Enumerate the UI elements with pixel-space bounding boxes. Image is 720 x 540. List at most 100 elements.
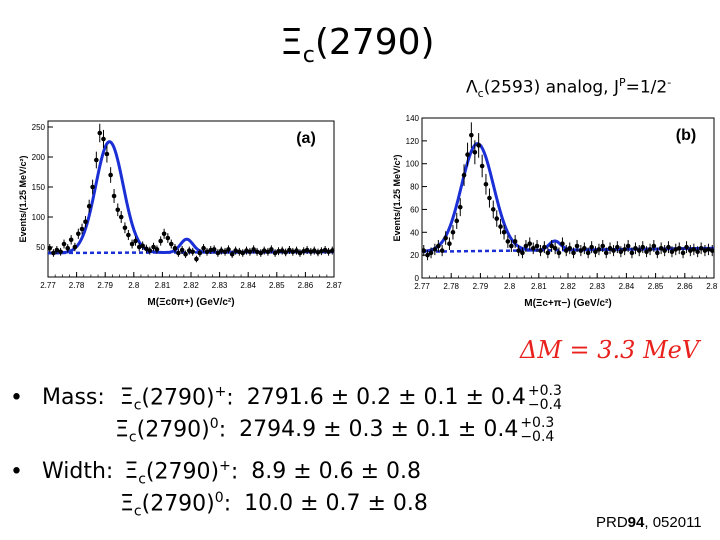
data-point: [176, 250, 181, 256]
data-point: [129, 241, 135, 247]
data-point: [86, 203, 92, 209]
data-point: [673, 247, 679, 252]
data-point: [476, 143, 481, 148]
data-point: [83, 219, 88, 225]
xi-symbol: Ξ: [120, 491, 134, 517]
data-point: [567, 245, 573, 251]
data-point: [618, 249, 624, 255]
width-label: Width:: [41, 459, 114, 485]
data-point: [538, 248, 543, 253]
chart-a: 2.77 2.78 2.79 2.8 2.81 2.82 2.83 2.84 2.85 2.86 2…: [4, 115, 344, 330]
data-point: [600, 243, 606, 249]
data-point: [669, 249, 675, 255]
plot-frame: [421, 117, 715, 279]
x-tick-label: 2.85: [269, 281, 285, 290]
data-point: [578, 248, 584, 253]
data-point: [329, 248, 335, 253]
fit-curve: [47, 140, 334, 255]
data-point: [283, 250, 288, 255]
data-point: [158, 238, 163, 244]
data-point: [574, 243, 580, 249]
data-point: [118, 214, 124, 220]
data-point: [179, 247, 185, 253]
y-tick-label: 40: [410, 228, 419, 237]
data-point: [247, 249, 253, 255]
data-point: [596, 247, 602, 252]
page-subtitle: Λc(2593) analog, JP=1/2-: [466, 76, 672, 101]
x-tick-label: 2.85: [648, 282, 664, 291]
data-point: [636, 248, 642, 253]
data-point: [79, 226, 85, 232]
y-tick-label: 100: [406, 160, 420, 169]
data-point: [589, 244, 594, 250]
width-plus-row: • Width: Ξc(2790)+: 8.9 ± 0.6 ± 0.8: [10, 458, 421, 488]
data-point: [294, 248, 299, 253]
data-point: [552, 245, 558, 251]
data-point: [472, 149, 478, 155]
data-point: [640, 244, 646, 250]
data-point: [215, 250, 221, 256]
data-point: [469, 132, 474, 138]
data-point: [702, 248, 708, 253]
data-point: [582, 245, 587, 251]
y-tick-label: 250: [32, 123, 46, 132]
data-point: [201, 245, 206, 251]
xi-symbol: Ξ: [115, 417, 129, 443]
y-axis-label: Events/(1.25 MeV/c²): [392, 154, 402, 241]
charge: 0: [214, 490, 224, 506]
data-point: [90, 184, 95, 190]
data-point: [530, 245, 536, 251]
x-tick-label: 2.77: [40, 281, 56, 290]
data-point: [219, 248, 224, 253]
data-point: [101, 136, 106, 142]
data-point: [625, 243, 631, 249]
data-point: [534, 243, 540, 249]
data-point: [425, 252, 430, 258]
x-tick-label: 2.78: [443, 282, 459, 291]
x-tick-label: 2.84: [619, 282, 635, 291]
y-tick-label: 100: [32, 213, 46, 222]
colon: :: [223, 491, 232, 517]
x-tick-label: 2.8: [128, 281, 140, 290]
data-point: [622, 247, 627, 252]
data-point: [194, 256, 199, 262]
data-point: [439, 248, 445, 253]
y-tick-label: 0: [415, 274, 420, 283]
data-point: [272, 250, 278, 256]
data-point: [494, 216, 500, 221]
data-point: [168, 241, 174, 247]
particle-name: (2790): [141, 491, 215, 517]
data-point: [183, 251, 188, 257]
data-point: [265, 249, 271, 255]
data-point: [161, 231, 167, 237]
particle-name: (2790): [136, 417, 210, 443]
mass-plus-asym-error: +0.3 −0.4: [528, 384, 562, 412]
y-tick-label: 60: [410, 205, 419, 214]
data-point: [72, 244, 78, 250]
data-point: [655, 250, 660, 256]
data-point: [680, 250, 686, 256]
xi-symbol: Ξ: [119, 385, 134, 411]
data-point: [290, 249, 296, 255]
width-zero-row: Ξc(2790)0: 10.0 ± 0.7 ± 0.8: [120, 490, 428, 520]
data-point: [647, 247, 653, 252]
mass-label: Mass:: [41, 385, 105, 411]
colon: :: [226, 385, 234, 411]
mass-zero-asym-error: +0.3 −0.4: [520, 416, 554, 444]
data-point: [501, 229, 507, 235]
data-point: [666, 244, 671, 250]
data-point: [197, 250, 203, 256]
data-point: [165, 235, 171, 241]
data-point: [311, 248, 317, 253]
y-tick-label: 80: [410, 183, 419, 192]
x-tick-label: 2.86: [677, 282, 693, 291]
x-tick-label: 2.79: [473, 282, 489, 291]
data-point: [658, 245, 664, 251]
data-point: [251, 247, 256, 252]
y-tick-label: 20: [410, 251, 419, 260]
data-point: [115, 207, 121, 213]
data-point: [443, 235, 448, 241]
colon: :: [230, 459, 239, 485]
data-point: [319, 248, 324, 254]
data-point: [76, 231, 81, 237]
